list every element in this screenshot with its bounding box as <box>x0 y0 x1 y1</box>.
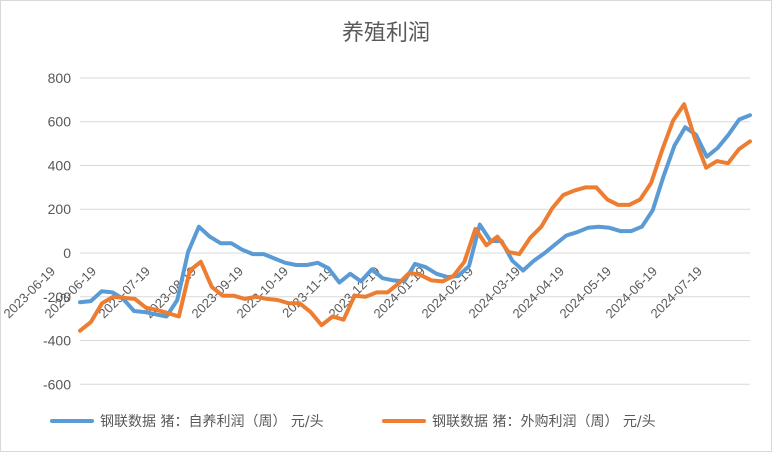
y-tick-label: 400 <box>48 157 72 173</box>
series-lines <box>78 102 752 333</box>
chart-title: 养殖利润 <box>342 21 430 46</box>
series-line-1 <box>78 113 752 319</box>
y-tick-label: 200 <box>48 201 72 217</box>
y-tick-label: -400 <box>43 333 71 349</box>
grid <box>80 77 750 385</box>
y-tick-label: 800 <box>48 70 72 86</box>
y-tick-label: 600 <box>48 114 72 130</box>
y-tick-label: 0 <box>63 245 71 261</box>
y-axis-ticks: -600 -400 -200 0 200 400 600 800 <box>43 70 71 392</box>
legend-label: 钢联数据 猪：外购利润（周） 元/头 <box>432 414 656 430</box>
legend: 钢联数据 猪：自养利润（周） 元/头 钢联数据 猪：外购利润（周） 元/头 <box>50 414 656 430</box>
y-tick-label: -600 <box>43 376 71 392</box>
series-line-2 <box>78 102 752 333</box>
legend-label: 钢联数据 猪：自养利润（周） 元/头 <box>100 414 324 430</box>
y-tick-label: -200 <box>43 289 71 305</box>
